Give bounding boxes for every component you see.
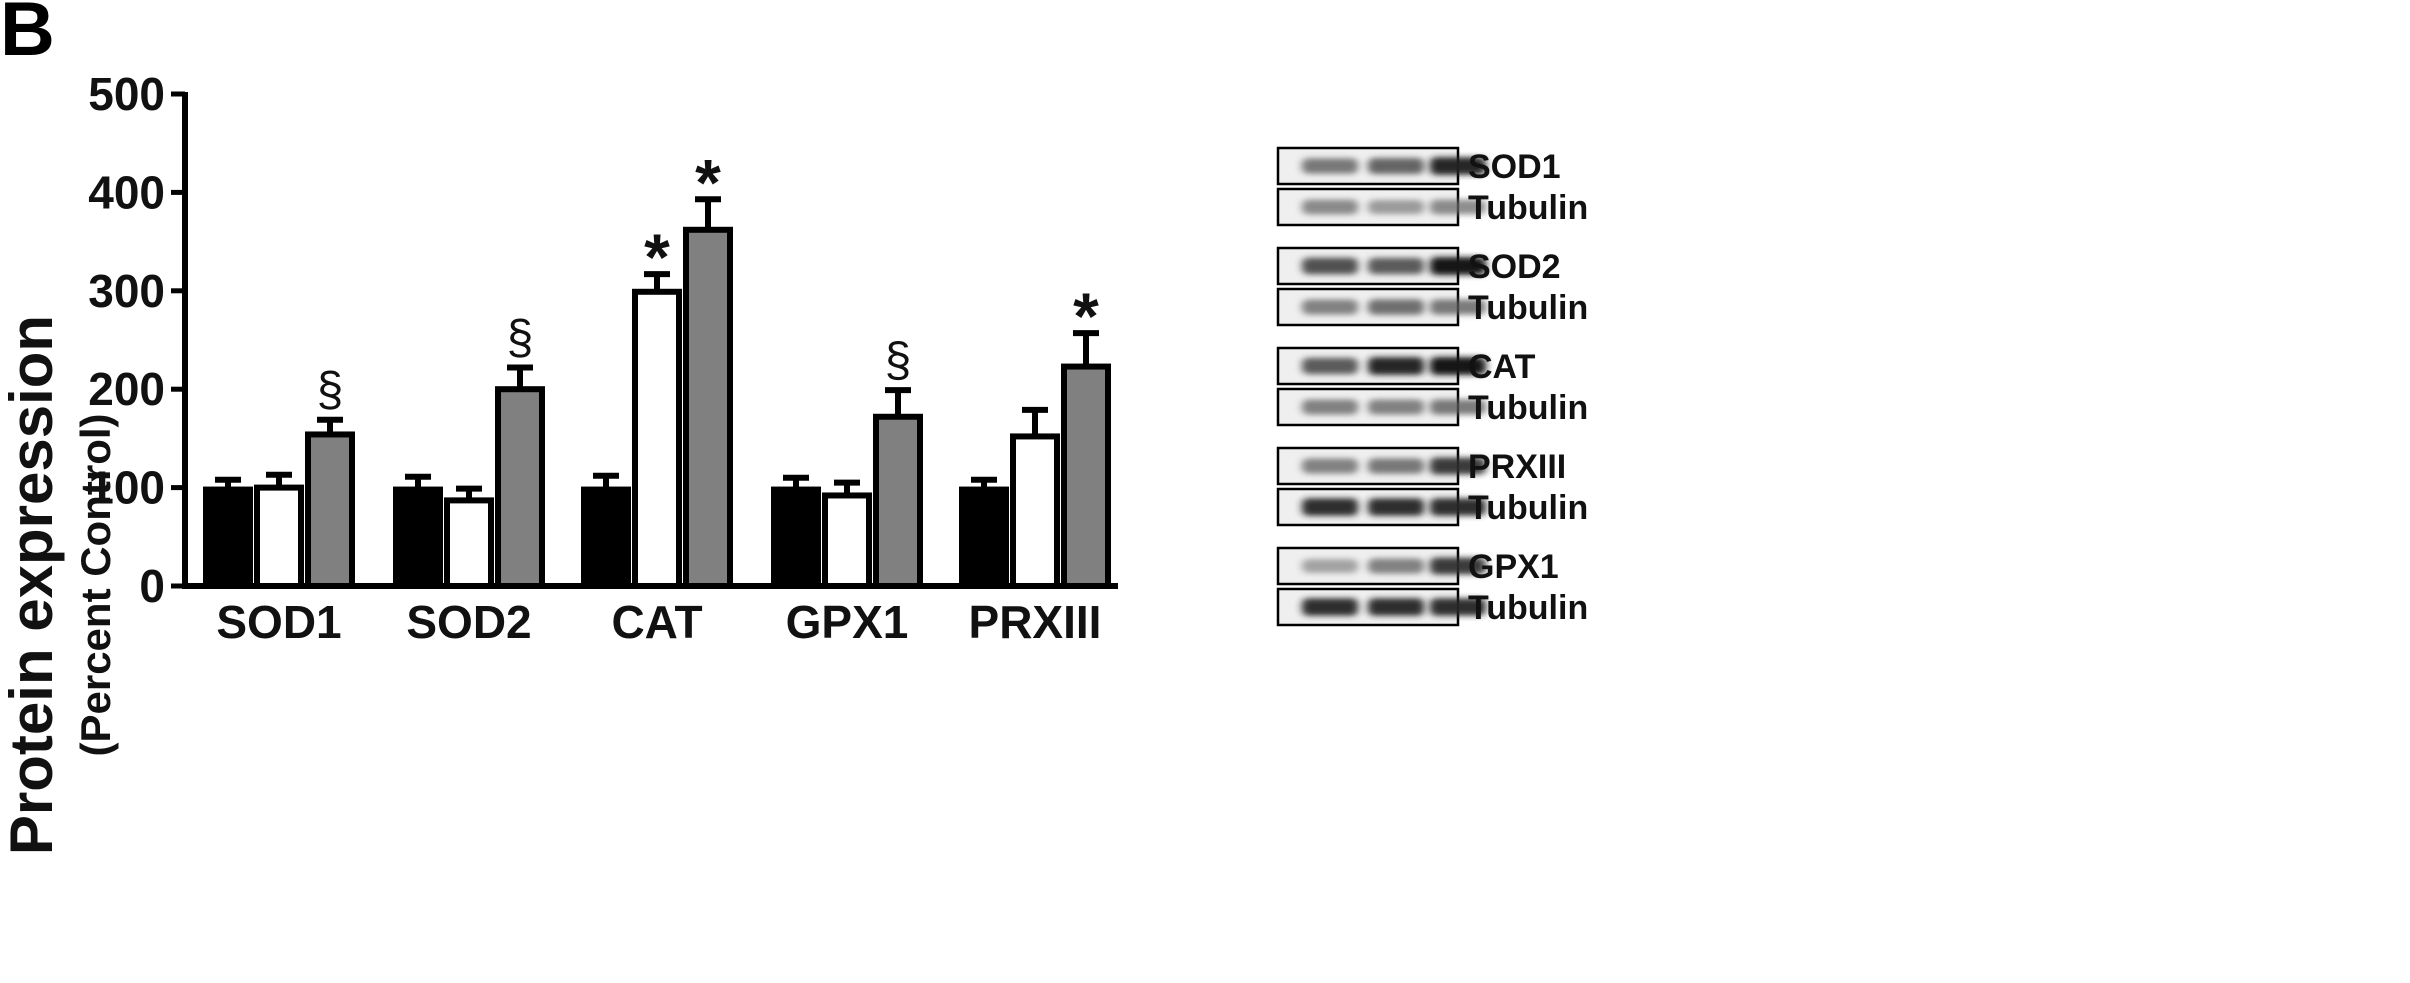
bar	[873, 413, 923, 590]
blot-band	[1302, 257, 1358, 275]
blot-label: Tubulin	[1468, 189, 1588, 227]
blot-band	[1302, 299, 1358, 315]
blot-band	[1430, 299, 1486, 315]
blot-band	[1368, 558, 1424, 574]
blot-band	[1368, 199, 1424, 215]
blot-strip: Tubulin	[1276, 187, 1588, 227]
y-tick-label: 200	[88, 363, 165, 415]
blot-band	[1302, 498, 1358, 516]
x-tick-label: CAT	[611, 596, 702, 648]
blot-strip: Tubulin	[1276, 487, 1588, 527]
x-tick-label: SOD1	[216, 596, 341, 648]
blot-band	[1302, 158, 1358, 174]
significance-marker: *	[695, 145, 721, 219]
blot-band	[1368, 299, 1424, 315]
bar	[1010, 433, 1060, 589]
blot-band	[1368, 158, 1424, 174]
bar	[495, 386, 545, 590]
blot-band	[1302, 199, 1358, 215]
blot-strip: GPX1	[1276, 546, 1559, 586]
y-tick-label: 500	[88, 68, 165, 120]
blot-band	[1430, 498, 1486, 516]
x-tick-label: GPX1	[786, 596, 909, 648]
blot-band	[1368, 598, 1424, 616]
bar	[254, 484, 304, 590]
blot-band	[1368, 257, 1424, 275]
blot-strip: CAT	[1276, 346, 1536, 386]
bar	[683, 226, 733, 590]
blot-label: Tubulin	[1468, 389, 1588, 427]
blot-band	[1302, 399, 1358, 415]
bar	[959, 486, 1009, 589]
blot-strip: SOD2	[1276, 246, 1561, 286]
blot-band	[1430, 257, 1486, 275]
x-tick-label: PRXIII	[969, 596, 1102, 648]
blot-label: GPX1	[1468, 548, 1559, 586]
blot-strip: SOD1	[1276, 146, 1561, 186]
bar	[203, 486, 253, 589]
significance-marker: *	[644, 220, 670, 294]
blot-band	[1430, 399, 1486, 415]
blot-band	[1430, 357, 1486, 375]
bar	[1061, 363, 1111, 589]
blot-band	[1430, 199, 1486, 215]
blot-band	[1430, 157, 1486, 175]
blot-label: SOD1	[1468, 148, 1561, 186]
blot-label: PRXIII	[1468, 448, 1566, 486]
bar	[305, 431, 355, 589]
blot-label: CAT	[1468, 348, 1536, 386]
x-tick-label: SOD2	[406, 596, 531, 648]
bar	[581, 486, 631, 589]
blot-label: SOD2	[1468, 248, 1561, 286]
blot-band	[1302, 357, 1358, 375]
blot-band	[1368, 357, 1424, 375]
bar	[444, 497, 494, 589]
blot-band	[1302, 458, 1358, 474]
y-axis-label-line1: Protein expression	[0, 315, 65, 855]
bar	[393, 486, 443, 589]
significance-marker: *	[1073, 279, 1099, 353]
bar	[822, 492, 872, 589]
blot-band	[1430, 457, 1486, 475]
significance-marker: §	[317, 364, 344, 417]
western-blots: SOD1TubulinSOD2TubulinCATTubulinPRXIIITu…	[1276, 146, 1588, 627]
bar	[632, 288, 682, 589]
blot-band	[1430, 598, 1486, 616]
blot-label: Tubulin	[1468, 589, 1588, 627]
bars-group: § § * * § *	[203, 145, 1111, 590]
blot-strip: PRXIII	[1276, 446, 1566, 486]
blot-strip: Tubulin	[1276, 287, 1588, 327]
bar	[771, 486, 821, 589]
y-axis-label-line2: (Percent Control)	[72, 413, 119, 756]
blot-band	[1368, 458, 1424, 474]
blot-band	[1430, 557, 1486, 575]
blot-band	[1368, 399, 1424, 415]
blot-band	[1302, 559, 1358, 573]
blot-band	[1302, 598, 1358, 616]
blot-strip: Tubulin	[1276, 387, 1588, 427]
y-tick-label: 100	[88, 462, 165, 514]
panel-label: B	[0, 0, 55, 72]
significance-marker: §	[507, 312, 534, 365]
blot-label: Tubulin	[1468, 489, 1588, 527]
significance-marker: §	[885, 334, 912, 387]
blot-strip: Tubulin	[1276, 587, 1588, 627]
blot-label: Tubulin	[1468, 289, 1588, 327]
y-tick-label: 300	[88, 265, 165, 317]
y-tick-label: 400	[88, 166, 165, 218]
axes: 0 100 200 300 400 500 SOD1 SOD2 CAT GPX1 PRXIII	[88, 68, 1118, 648]
blot-band	[1368, 498, 1424, 516]
y-tick-label: 0	[139, 560, 165, 612]
